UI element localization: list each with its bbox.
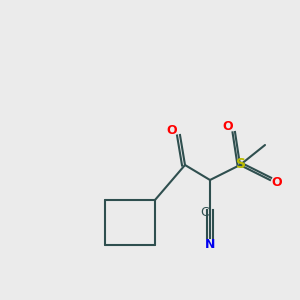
Text: N: N	[205, 238, 215, 251]
Text: C: C	[201, 206, 209, 218]
Text: S: S	[236, 157, 246, 171]
Text: O: O	[272, 176, 282, 188]
Text: O: O	[223, 119, 233, 133]
Text: O: O	[167, 124, 177, 136]
